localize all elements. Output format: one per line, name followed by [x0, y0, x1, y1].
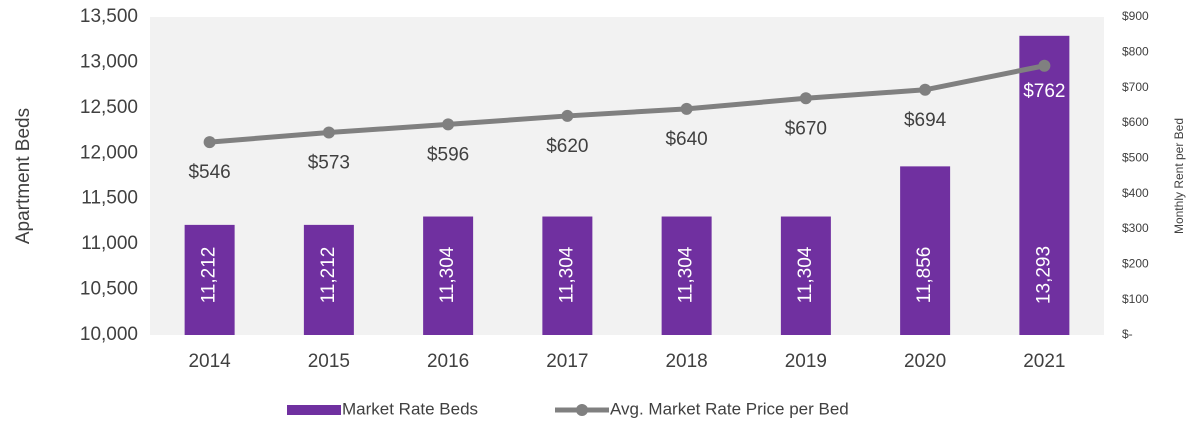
bar-value-label: 11,304: [795, 246, 816, 303]
x-tick-label: 2015: [308, 351, 350, 372]
bar: [780, 216, 831, 335]
x-tick-label: 2020: [904, 351, 946, 372]
bar: [423, 216, 474, 335]
y-tick-label: 13,000: [80, 51, 138, 72]
x-tick-label: 2017: [546, 351, 588, 372]
legend-label: Avg. Market Rate Price per Bed: [610, 399, 849, 418]
line-value-label: $640: [665, 129, 707, 150]
y-tick-label: 13,500: [80, 6, 138, 27]
line-value-label: $573: [308, 153, 350, 174]
line-marker: [1038, 59, 1051, 72]
y-tick-label: 10,000: [80, 324, 138, 345]
y2-axis-title: Monthly Rent per Bed: [1172, 118, 1186, 234]
y2-tick-label: $500: [1122, 151, 1149, 165]
x-tick-label: 2018: [665, 351, 707, 372]
y2-tick-label: $800: [1122, 45, 1149, 59]
line-value-label: $762: [1023, 81, 1065, 102]
x-tick-label: 2014: [188, 351, 231, 372]
legend-swatch: [287, 405, 341, 415]
y-tick-label: 11,500: [81, 188, 138, 209]
line-marker: [442, 118, 455, 131]
legend-marker: [576, 404, 588, 416]
y2-tick-label: $300: [1122, 221, 1149, 235]
line-marker: [799, 92, 812, 105]
line-marker: [680, 102, 693, 115]
y2-tick-label: $200: [1122, 257, 1149, 271]
y2-tick-label: $700: [1122, 80, 1149, 94]
y-tick-label: 12,000: [80, 142, 138, 163]
bar-value-label: 13,293: [1033, 246, 1054, 304]
y-tick-label: 11,000: [81, 233, 138, 254]
bar-value-label: 11,304: [556, 246, 577, 303]
y2-tick-label: $900: [1122, 9, 1149, 23]
line-marker: [203, 136, 216, 149]
bar-value-label: 11,304: [437, 246, 458, 303]
bar-value-label: 11,212: [199, 247, 220, 304]
y-tick-label: 12,500: [80, 97, 138, 118]
line: [209, 63, 1045, 145]
line-value-label: $596: [427, 144, 469, 165]
line-value-label: $670: [785, 118, 827, 139]
bar: [303, 224, 354, 335]
bar-value-label: 11,856: [914, 247, 935, 304]
bar: [661, 216, 712, 335]
y-tick-label: 10,500: [80, 279, 138, 300]
bar: [1019, 35, 1070, 335]
y2-tick-label: $100: [1122, 292, 1149, 306]
line-marker: [919, 83, 932, 96]
x-tick-label: 2019: [785, 351, 827, 372]
line-value-label: $620: [546, 136, 588, 157]
line-value-label: $694: [904, 110, 947, 131]
y-axis-title: Apartment Beds: [13, 108, 34, 244]
bar: [184, 224, 235, 335]
y2-tick-label: $-: [1122, 327, 1133, 341]
bar-value-label: 11,304: [676, 246, 697, 303]
x-tick-label: 2021: [1023, 351, 1065, 372]
line-marker: [322, 126, 335, 139]
y2-tick-label: $600: [1122, 115, 1149, 129]
line-marker: [561, 109, 574, 122]
bar: [900, 166, 951, 335]
bar: [542, 216, 593, 335]
plot-area: [150, 17, 1104, 335]
bar-value-label: 11,212: [318, 247, 339, 304]
y2-tick-label: $400: [1122, 186, 1149, 200]
x-tick-label: 2016: [427, 351, 469, 372]
legend-label: Market Rate Beds: [342, 399, 478, 418]
line-value-label: $546: [188, 162, 230, 183]
